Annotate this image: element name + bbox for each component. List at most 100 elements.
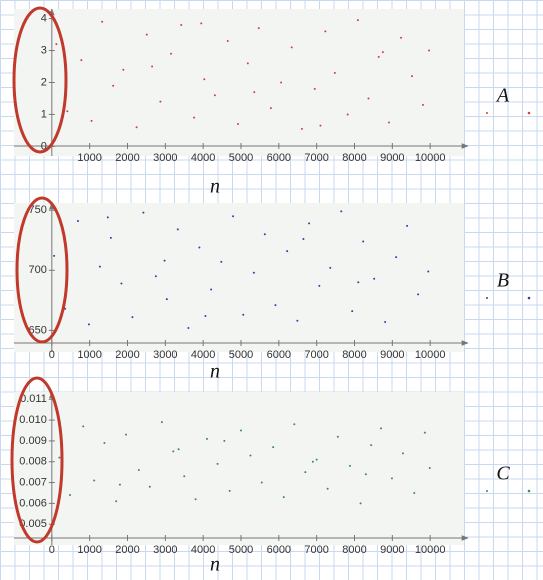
x-tick-label: 1000 bbox=[77, 544, 101, 556]
plot-area bbox=[14, 9, 464, 156]
point bbox=[246, 62, 249, 65]
point bbox=[193, 116, 196, 119]
x-tick-label: 2000 bbox=[115, 349, 139, 361]
point bbox=[252, 271, 255, 274]
point bbox=[411, 75, 414, 78]
point bbox=[304, 471, 307, 474]
point bbox=[148, 485, 151, 488]
point bbox=[249, 454, 252, 457]
point bbox=[106, 216, 109, 219]
point bbox=[120, 282, 123, 285]
y-tick-label: 0.008 bbox=[19, 456, 47, 468]
x-axis-label: n bbox=[210, 361, 220, 383]
point bbox=[356, 19, 359, 22]
point bbox=[423, 431, 426, 434]
point bbox=[53, 254, 56, 257]
point bbox=[55, 43, 58, 46]
series-name: A bbox=[495, 85, 510, 107]
point bbox=[242, 313, 245, 316]
x-tick-label: 8000 bbox=[342, 349, 366, 361]
point bbox=[384, 320, 387, 323]
point bbox=[135, 126, 138, 129]
x-tick-label: 0 bbox=[49, 349, 55, 361]
point bbox=[204, 314, 207, 317]
series-name: B bbox=[497, 270, 509, 292]
point bbox=[115, 500, 118, 503]
x-tick-label: 8000 bbox=[342, 544, 366, 556]
point bbox=[98, 265, 101, 268]
plot-area bbox=[14, 392, 464, 545]
point bbox=[159, 100, 162, 103]
plot-area bbox=[14, 203, 464, 352]
point bbox=[387, 121, 390, 124]
y-tick-label: 1 bbox=[41, 108, 47, 120]
point bbox=[351, 310, 354, 313]
point bbox=[213, 94, 216, 97]
point bbox=[428, 466, 431, 469]
x-tick-label: 6000 bbox=[267, 152, 291, 164]
point bbox=[357, 281, 360, 284]
point bbox=[200, 22, 203, 25]
point bbox=[137, 469, 140, 472]
point bbox=[118, 483, 121, 486]
x-tick-label: 1000 bbox=[77, 152, 101, 164]
name-dot bbox=[527, 111, 531, 115]
point bbox=[66, 110, 69, 113]
name-dot bbox=[527, 489, 531, 493]
point bbox=[421, 103, 424, 106]
point bbox=[290, 46, 293, 49]
point bbox=[269, 107, 272, 110]
point bbox=[124, 433, 127, 436]
point bbox=[274, 304, 277, 307]
point bbox=[308, 222, 311, 225]
point bbox=[58, 456, 61, 459]
y-tick-label: 0.009 bbox=[19, 435, 47, 447]
point bbox=[172, 450, 175, 453]
point bbox=[205, 437, 208, 440]
x-tick-label: 7000 bbox=[304, 152, 328, 164]
point bbox=[253, 91, 256, 94]
point bbox=[311, 460, 314, 463]
point bbox=[319, 124, 322, 127]
point bbox=[362, 240, 365, 243]
name-dot bbox=[486, 297, 488, 299]
y-tick-label: 3 bbox=[41, 44, 47, 56]
x-tick-label: 9000 bbox=[380, 544, 404, 556]
point bbox=[151, 65, 154, 68]
x-tick-label: 2000 bbox=[115, 544, 139, 556]
point bbox=[272, 446, 275, 449]
x-tick-label: 0 bbox=[49, 544, 55, 556]
point bbox=[293, 423, 296, 426]
point bbox=[109, 236, 112, 239]
name-dot bbox=[486, 112, 488, 114]
point bbox=[223, 439, 226, 442]
point bbox=[427, 270, 430, 273]
point bbox=[228, 489, 231, 492]
y-tick-label: 650 bbox=[28, 324, 46, 336]
x-tick-label: 10000 bbox=[415, 349, 446, 361]
y-tick-label: 0.007 bbox=[19, 476, 47, 488]
point bbox=[257, 27, 260, 30]
point bbox=[400, 36, 403, 39]
point bbox=[315, 458, 318, 461]
point bbox=[395, 256, 398, 259]
point bbox=[240, 429, 242, 432]
point bbox=[131, 316, 134, 319]
point bbox=[296, 319, 299, 322]
x-tick-label: 9000 bbox=[380, 152, 404, 164]
point bbox=[280, 81, 283, 84]
x-tick-label: 10000 bbox=[415, 152, 446, 164]
x-tick-label: 9000 bbox=[380, 349, 404, 361]
point bbox=[300, 127, 303, 130]
point bbox=[183, 475, 186, 478]
y-tick-label: 0.011 bbox=[20, 393, 47, 405]
point bbox=[373, 277, 376, 280]
point bbox=[194, 498, 197, 501]
point bbox=[226, 39, 229, 42]
point bbox=[329, 266, 332, 269]
point bbox=[260, 481, 263, 484]
y-tick-label: 0.010 bbox=[19, 414, 47, 426]
y-tick-label: 700 bbox=[28, 264, 46, 276]
point bbox=[112, 84, 115, 87]
